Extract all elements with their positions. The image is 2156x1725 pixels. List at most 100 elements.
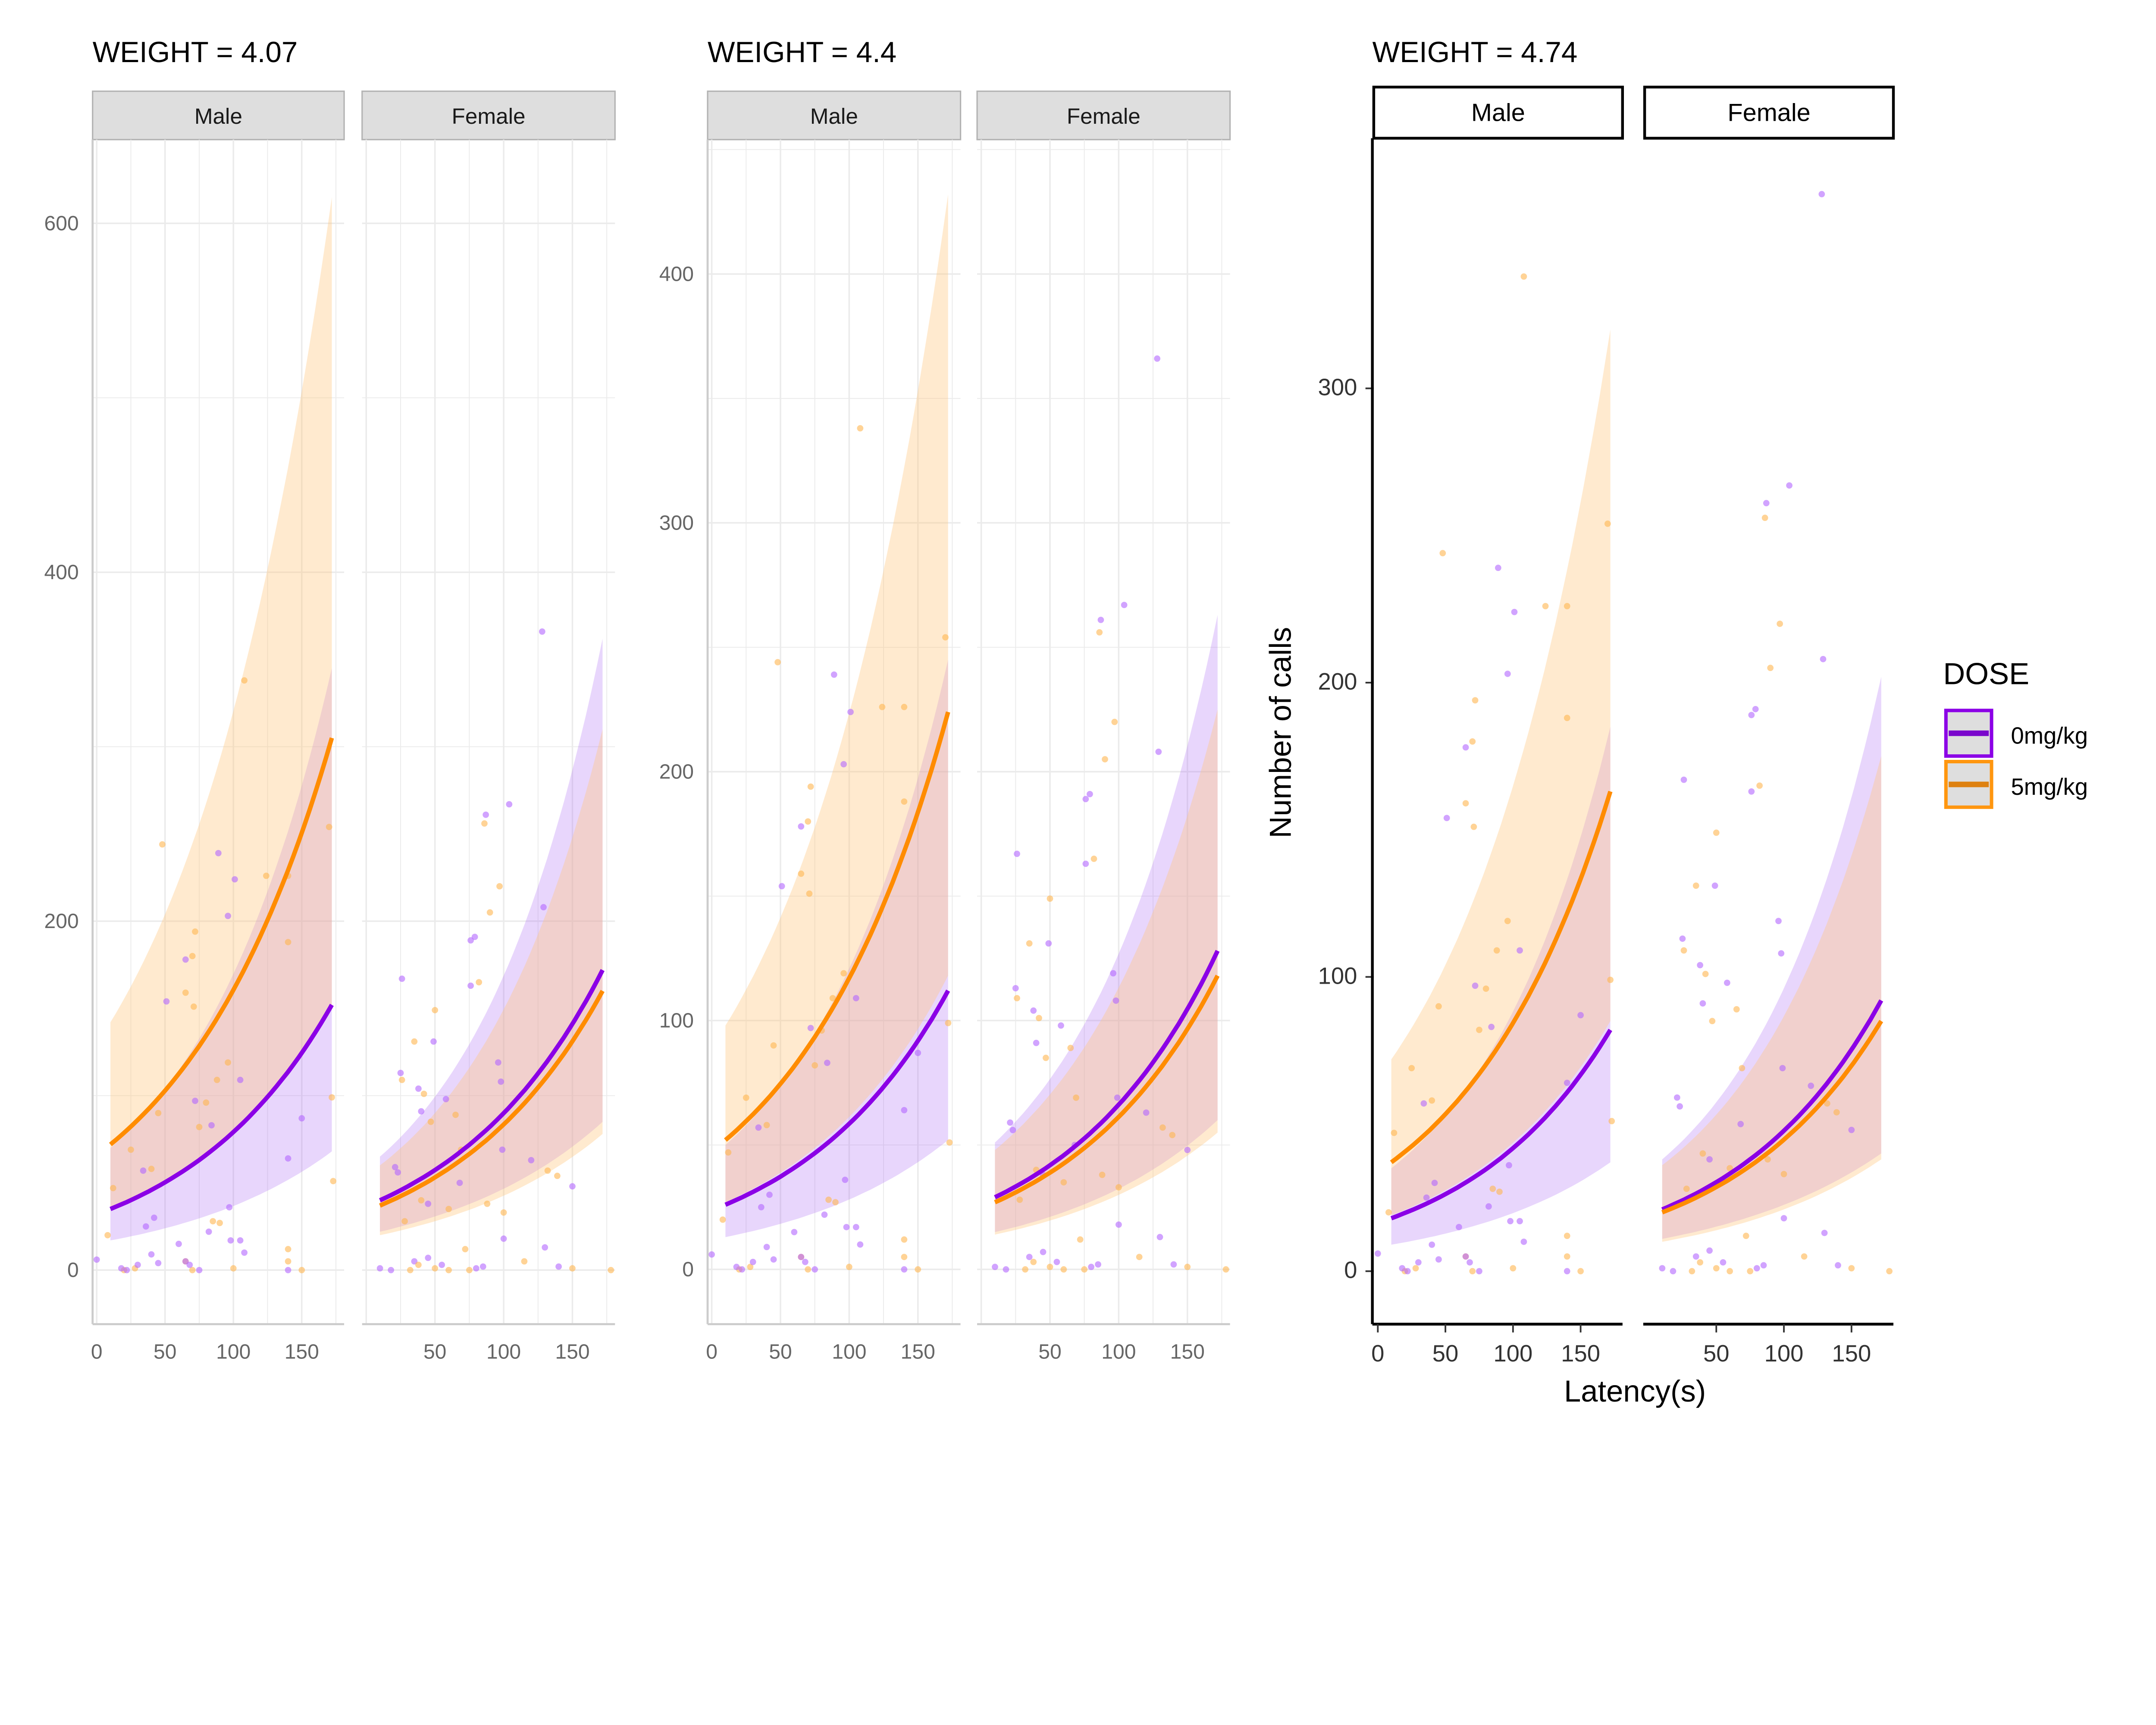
data-point [569,1183,576,1190]
data-point [1564,715,1570,721]
data-point [1711,882,1718,889]
data-point [1462,1253,1469,1260]
data-point [1485,1203,1492,1210]
x-tick-label: 0 [706,1340,718,1364]
strip-male [707,90,962,141]
data-point [805,1266,812,1273]
data-point [1833,1109,1840,1116]
fit-line-0mg-kg [1661,999,1883,1212]
data-point [151,1214,157,1221]
data-point [442,1096,449,1103]
data-point [1699,1000,1706,1007]
data-point [498,1078,505,1085]
data-point [192,1098,198,1104]
y-tick-label: 200 [1318,668,1357,695]
data-point [1184,1147,1191,1153]
data-point [1699,1150,1706,1157]
data-point [1014,995,1020,1001]
data-point [420,1091,427,1097]
y-tick-label: 100 [659,1009,694,1032]
data-point [791,1229,798,1236]
data-point [285,1246,291,1252]
data-point [1385,1209,1392,1216]
data-point [1156,1234,1163,1240]
data-point [1824,1100,1830,1107]
data-point [1476,1026,1482,1033]
data-point [1099,1171,1106,1178]
data-point [1121,602,1128,608]
data-point [1713,1265,1720,1272]
data-point [1577,1012,1584,1019]
data-point [1412,1265,1419,1272]
data-point [1047,1264,1053,1270]
data-point [1835,1262,1841,1269]
data-point [481,820,488,827]
data-point [770,1042,777,1049]
data-point [1184,1264,1191,1270]
x-tick-label: 100 [486,1340,521,1364]
data-point [439,1261,445,1268]
data-point [758,1204,765,1211]
data-point [1496,1189,1503,1195]
x-tick-label: 150 [1561,1340,1600,1367]
data-point [1692,882,1699,889]
data-point [749,1258,756,1265]
strip-female [976,90,1231,141]
data-point [1136,1254,1143,1261]
legend-item-5mg-kg[interactable]: 5mg/kg [1944,760,2088,809]
ci-band-5mg-kg [110,197,332,1209]
facet-female: Female 50 100 150 [1643,85,1895,1367]
x-tick-label: 100 [1493,1340,1532,1367]
data-point [1111,718,1118,725]
data-point [397,1070,404,1076]
data-point [521,1258,528,1265]
x-tick-label: 0 [1371,1340,1384,1367]
data-point [1016,1196,1023,1203]
data-point [326,824,332,830]
data-point [476,979,483,985]
data-point [1607,976,1614,983]
legend-item-0mg-kg[interactable]: 0mg/kg [1944,709,2088,758]
data-point [1007,1119,1013,1126]
data-point [1462,800,1469,807]
data-point [806,890,813,897]
data-point [1222,1266,1229,1273]
data-point [479,1263,486,1270]
data-point [1577,1268,1584,1275]
data-point [462,1246,469,1252]
data-point [770,1256,777,1263]
data-point [942,634,949,641]
data-point [915,1266,921,1273]
y-tick-label: 0 [67,1258,79,1282]
data-point [1047,895,1053,902]
data-point [230,1265,237,1272]
data-point [540,904,547,911]
data-point [1510,1265,1517,1272]
data-point [1429,1097,1435,1104]
data-point [1431,1179,1438,1186]
data-point [104,1232,111,1239]
data-point [1713,829,1720,836]
data-point [285,1155,291,1162]
ci-band-5mg-kg [1391,329,1611,1215]
data-point [1087,791,1093,797]
data-point [1067,1044,1074,1051]
data-point [1022,1266,1028,1273]
data-point [807,1025,814,1032]
data-point [499,1146,506,1153]
x-tick-label: 50 [423,1340,446,1364]
y-tick-label: 200 [44,910,78,933]
y-tick-label: 400 [659,262,694,285]
data-point [725,1149,732,1156]
data-point [1733,1006,1740,1013]
data-point [1801,1253,1808,1260]
data-point [1469,738,1476,745]
data-point [392,1164,398,1170]
data-point [1564,1268,1570,1275]
data-point [1680,947,1687,954]
data-point [1520,273,1527,280]
ci-band-5mg-kg [1662,756,1881,1242]
data-point [189,953,196,960]
data-point [1097,617,1104,623]
data-point [232,876,238,883]
